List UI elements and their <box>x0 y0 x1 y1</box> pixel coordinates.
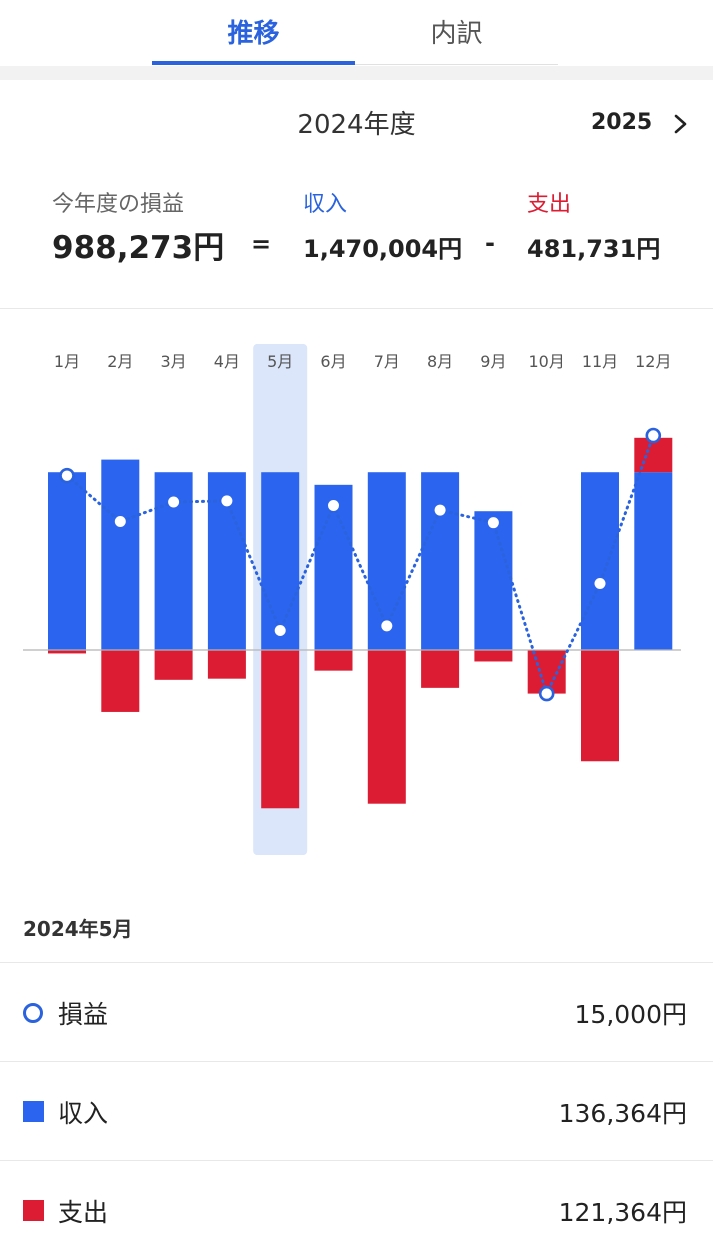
income-value: 1,470,004円 <box>303 235 463 263</box>
profit-line <box>65 434 655 698</box>
profit-point <box>168 496 180 508</box>
square-red-icon <box>23 1200 44 1221</box>
expense-label: 支出 <box>527 192 572 217</box>
expense-bar <box>48 650 86 654</box>
next-year-button[interactable]: 2025 <box>591 110 653 135</box>
minus-sign: - <box>485 229 495 257</box>
month-tick-label[interactable]: 6月 <box>320 352 346 371</box>
month-tick-label[interactable]: 7月 <box>374 352 400 371</box>
square-blue-icon <box>23 1101 44 1122</box>
profit-point <box>645 427 662 444</box>
expense-bar <box>261 650 300 809</box>
fiscal-year-title: 2024年度 <box>297 110 416 140</box>
month-tick-label[interactable]: 12月 <box>635 352 671 371</box>
expense-bar <box>154 650 193 680</box>
profit-point <box>274 625 286 637</box>
income-bar <box>581 472 619 650</box>
income-bar <box>421 472 460 650</box>
month-tick-label[interactable]: 5月 <box>267 352 293 371</box>
month-tick-label[interactable]: 3月 <box>161 352 187 371</box>
month-tick-label[interactable]: 8月 <box>427 352 453 371</box>
detail-row-income: 収入 136,364円 <box>0 1062 713 1160</box>
profit-point <box>487 517 499 529</box>
detail-label-income: 収入 <box>58 1099 109 1128</box>
month-tick-label[interactable]: 10月 <box>529 352 565 371</box>
expense-bar <box>421 650 460 688</box>
detail-value-profit: 15,000円 <box>574 1000 687 1029</box>
expense-bar <box>101 650 140 712</box>
income-bar <box>367 472 406 650</box>
profit-value: 988,273円 <box>52 230 225 266</box>
detail-label-expense: 支出 <box>58 1198 109 1227</box>
section-separator <box>0 66 713 80</box>
detail-divider-3 <box>0 1160 713 1161</box>
expense-bar <box>634 437 673 473</box>
detail-row-profit: 損益 15,000円 <box>0 963 713 1061</box>
expense-bar <box>314 650 353 671</box>
profit-label: 今年度の損益 <box>52 192 185 217</box>
month-tick-label[interactable]: 9月 <box>480 352 506 371</box>
detail-divider-2 <box>0 1061 713 1062</box>
income-bar <box>48 472 86 650</box>
profit-point <box>114 516 126 528</box>
profit-point <box>59 467 75 484</box>
summary-divider <box>0 308 713 309</box>
detail-divider-1 <box>0 962 713 963</box>
profit-point <box>594 577 606 589</box>
tab-breakdown[interactable]: 内訳 <box>430 19 483 49</box>
month-tick-label[interactable]: 4月 <box>214 352 240 371</box>
income-bar <box>314 484 353 650</box>
income-bar <box>474 511 513 650</box>
expense-bar <box>207 650 246 679</box>
income-bar <box>261 472 300 650</box>
profit-point <box>328 499 339 511</box>
month-tick-label[interactable]: 1月 <box>54 352 80 371</box>
tab-divider <box>355 64 558 65</box>
detail-row-expense: 支出 121,364円 <box>0 1161 713 1259</box>
detail-value-income: 136,364円 <box>558 1099 687 1128</box>
income-bar <box>634 472 673 650</box>
tab-trend[interactable]: 推移 <box>227 19 280 49</box>
selected-month-title: 2024年5月 <box>23 917 133 941</box>
chevron-right-icon[interactable] <box>670 113 690 135</box>
expense-value: 481,731円 <box>527 235 661 263</box>
income-label: 収入 <box>303 192 348 217</box>
circle-icon <box>23 1003 43 1023</box>
expense-bar <box>581 650 619 762</box>
tab-bar: 推移 内訳 <box>0 0 713 66</box>
profit-point <box>538 685 555 702</box>
expense-bar <box>474 650 513 662</box>
detail-label-profit: 損益 <box>58 1000 109 1029</box>
profit-point <box>381 620 393 632</box>
detail-value-expense: 121,364円 <box>558 1198 687 1227</box>
profit-point <box>434 504 446 516</box>
tab-active-indicator <box>152 61 355 65</box>
income-bar <box>101 459 140 650</box>
month-tick-label[interactable]: 11月 <box>582 352 618 371</box>
expense-bar <box>367 650 406 804</box>
equals-sign: = <box>251 230 272 258</box>
month-tick-label[interactable]: 2月 <box>107 352 133 371</box>
monthly-profit-chart: 1月 2月 3月 4月 5月 6月 7月 8月 9月 10月 11月 12月 <box>23 344 681 855</box>
profit-point <box>221 495 233 507</box>
